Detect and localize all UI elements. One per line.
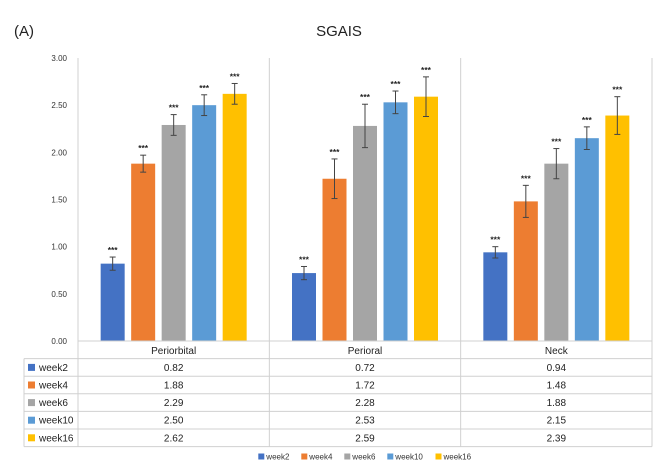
legend: week2 week4 week6 week10 week16 [258,453,472,462]
legend-swatch [344,453,351,460]
category-label: Perioral [348,346,382,357]
legend-swatch [258,453,265,460]
table-row-label: week2 [38,363,68,374]
legend-swatch [301,453,308,460]
significance-label: *** [299,254,310,264]
bar-week10 [574,138,599,341]
legend-label: week6 [351,453,376,462]
bar-week6 [353,125,377,341]
bar-week4 [131,163,156,341]
bar-week2 [292,273,316,341]
table-legend-swatch [28,363,35,371]
legend-label: week16 [443,453,472,462]
table-cell: 0.94 [547,363,567,374]
legend-label: week2 [265,453,290,462]
significance-label: *** [612,85,623,95]
significance-label: *** [551,137,562,147]
significance-label: *** [330,147,341,157]
y-tick-label: 0.00 [51,337,67,346]
table-legend-swatch [28,416,35,424]
table-cell: 0.72 [355,363,375,374]
table-cell: 2.29 [164,398,184,409]
table-row-label: week4 [38,381,68,392]
bar-week6 [161,124,186,341]
table-cell: 2.62 [164,433,184,444]
legend-label: week10 [394,453,423,462]
table-cell: 1.72 [355,381,375,392]
significance-label: *** [490,235,501,245]
plot-area: 0.00 0.50 1.00 1.50 2.00 2.50 3.00 *** *** *** ***… [23,54,653,462]
category-label: Periorbital [151,346,196,357]
y-tick-label: 2.50 [51,101,67,110]
bar-week16 [414,96,438,341]
bar-week10 [192,105,217,342]
legend-label: week4 [308,453,333,462]
table-legend-swatch [28,434,35,442]
significance-label: *** [108,245,119,255]
table-legend-swatch [28,381,35,389]
table-cell: 0.82 [164,363,184,374]
table-cell: 2.59 [355,433,375,444]
significance-label: *** [521,173,532,183]
bar-week2 [100,263,125,341]
significance-label: *** [421,65,432,75]
table-cell: 1.88 [164,381,184,392]
table-row-label: week10 [38,416,74,427]
bar-week4 [513,201,538,341]
table-cell: 2.15 [547,416,567,427]
significance-label: *** [391,79,402,89]
legend-swatch [387,453,394,460]
significance-label: *** [138,143,149,153]
table-row-label: week16 [38,433,74,444]
significance-label: *** [360,92,371,102]
y-tick-label: 0.50 [51,290,67,299]
bar-week16 [222,93,247,341]
table-cell: 2.50 [164,416,184,427]
bar-week10 [383,102,408,341]
bar-week4 [322,178,347,341]
table-cell: 2.39 [547,433,567,444]
panel-label: (A) [14,23,34,40]
table-legend-swatch [28,399,35,407]
bar-week16 [605,115,630,341]
table-cell: 2.53 [355,416,375,427]
significance-label: *** [199,83,210,93]
chart-title: SGAIS [316,23,362,40]
significance-label: *** [230,71,241,81]
significance-label: *** [582,115,593,125]
y-tick-label: 1.50 [51,196,67,205]
y-tick-label: 1.00 [51,243,67,252]
table-row-label: week6 [38,398,68,409]
y-tick-label: 2.00 [51,148,67,157]
legend-swatch [435,453,442,460]
table-cell: 1.88 [547,398,567,409]
significance-label: *** [169,103,180,113]
category-label: Neck [545,346,569,357]
bar-week2 [483,252,508,341]
bar-week6 [544,163,569,341]
table-cell: 1.48 [547,381,567,392]
y-tick-label: 3.00 [51,54,67,63]
table-cell: 2.28 [355,398,375,409]
